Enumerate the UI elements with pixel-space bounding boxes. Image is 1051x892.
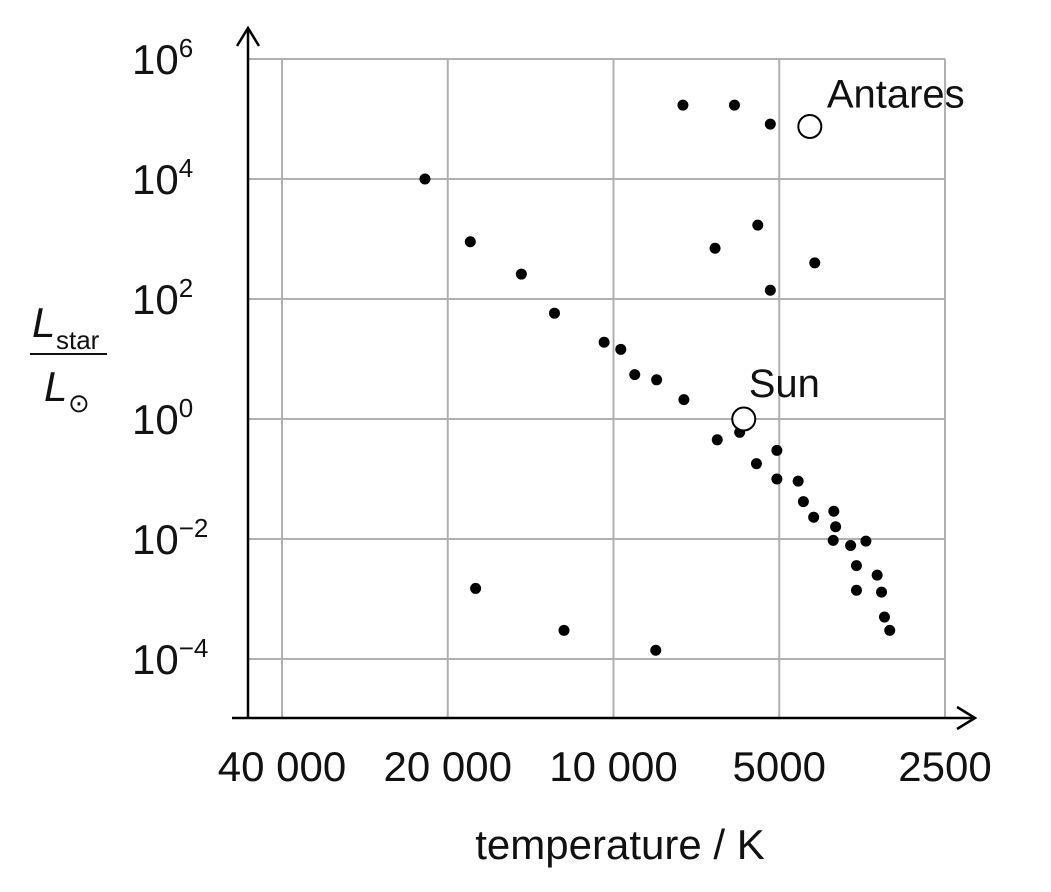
star-point [764,118,776,130]
y-axis-denominator-subscript: ⊙ [68,388,90,418]
x-tick-label: 10 000 [549,743,677,790]
star-point [808,511,820,523]
star-point [828,505,840,517]
star-point [827,534,839,546]
star-point [878,611,890,623]
star-point [548,307,560,319]
star-point [850,560,862,572]
y-tick-label: 10−2 [132,513,208,563]
y-tick-exponent: 6 [179,33,193,63]
star-point [709,242,721,254]
x-tick-label: 40 000 [218,743,346,790]
star-point [470,582,482,594]
x-axis-title: temperature / K [475,821,764,868]
antares-label: Antares [827,72,965,116]
x-tick-label: 2500 [898,743,991,790]
y-axis-numerator-symbol: L [32,299,55,346]
y-tick-exponent: 0 [179,393,193,423]
y-axis-denominator-symbol: L [44,363,67,410]
y-axis-arrowhead [235,25,261,47]
axes [232,25,978,731]
star-point [797,496,809,508]
y-tick-exponent: 4 [179,153,193,183]
y-tick-label: 104 [132,153,193,203]
star-point [876,586,888,598]
x-tick-label: 20 000 [384,743,512,790]
star-point [677,99,689,111]
y-tick-labels: 106 104 102 100 10−2 10−4 [132,33,208,683]
x-axis-arrowhead [956,705,978,731]
star-point [871,569,883,581]
star-point [629,369,641,381]
star-point [792,475,804,487]
star-point [615,343,627,355]
star-point [752,219,764,231]
star-point [860,535,872,547]
star-point [678,394,690,406]
sun-label: Sun [749,362,820,406]
y-tick-label: 10−4 [132,633,208,683]
star-point [650,644,662,656]
star-point [764,284,776,296]
sun-marker [731,406,757,432]
star-point [651,374,663,386]
star-point [830,521,842,533]
star-point [884,624,896,636]
star-point [419,173,431,185]
star-point [771,473,783,485]
star-point [464,236,476,248]
y-tick-exponent: −4 [179,633,209,663]
star-point [515,268,527,280]
grid-lines [248,58,946,718]
y-axis-numerator-subscript: star [56,325,100,355]
star-point [711,434,723,446]
star-point [558,624,570,636]
star-point [809,257,821,269]
star-point [598,336,610,348]
annotations: Sun Antares [731,72,965,432]
y-tick-label: 102 [132,273,193,323]
y-tick-label: 106 [132,33,193,83]
y-tick-exponent: 2 [179,273,193,303]
x-tick-label: 5000 [733,743,826,790]
star-point [845,539,857,551]
antares-marker [797,113,823,139]
star-point [750,458,762,470]
star-point [771,444,783,456]
x-tick-labels: 40 000 20 000 10 000 5000 2500 [218,743,992,790]
y-tick-label: 100 [132,393,193,443]
data-points [419,99,896,656]
y-axis-title: L star L ⊙ [30,299,107,418]
star-point [728,99,740,111]
star-point [850,584,862,596]
y-tick-exponent: −2 [179,513,209,543]
